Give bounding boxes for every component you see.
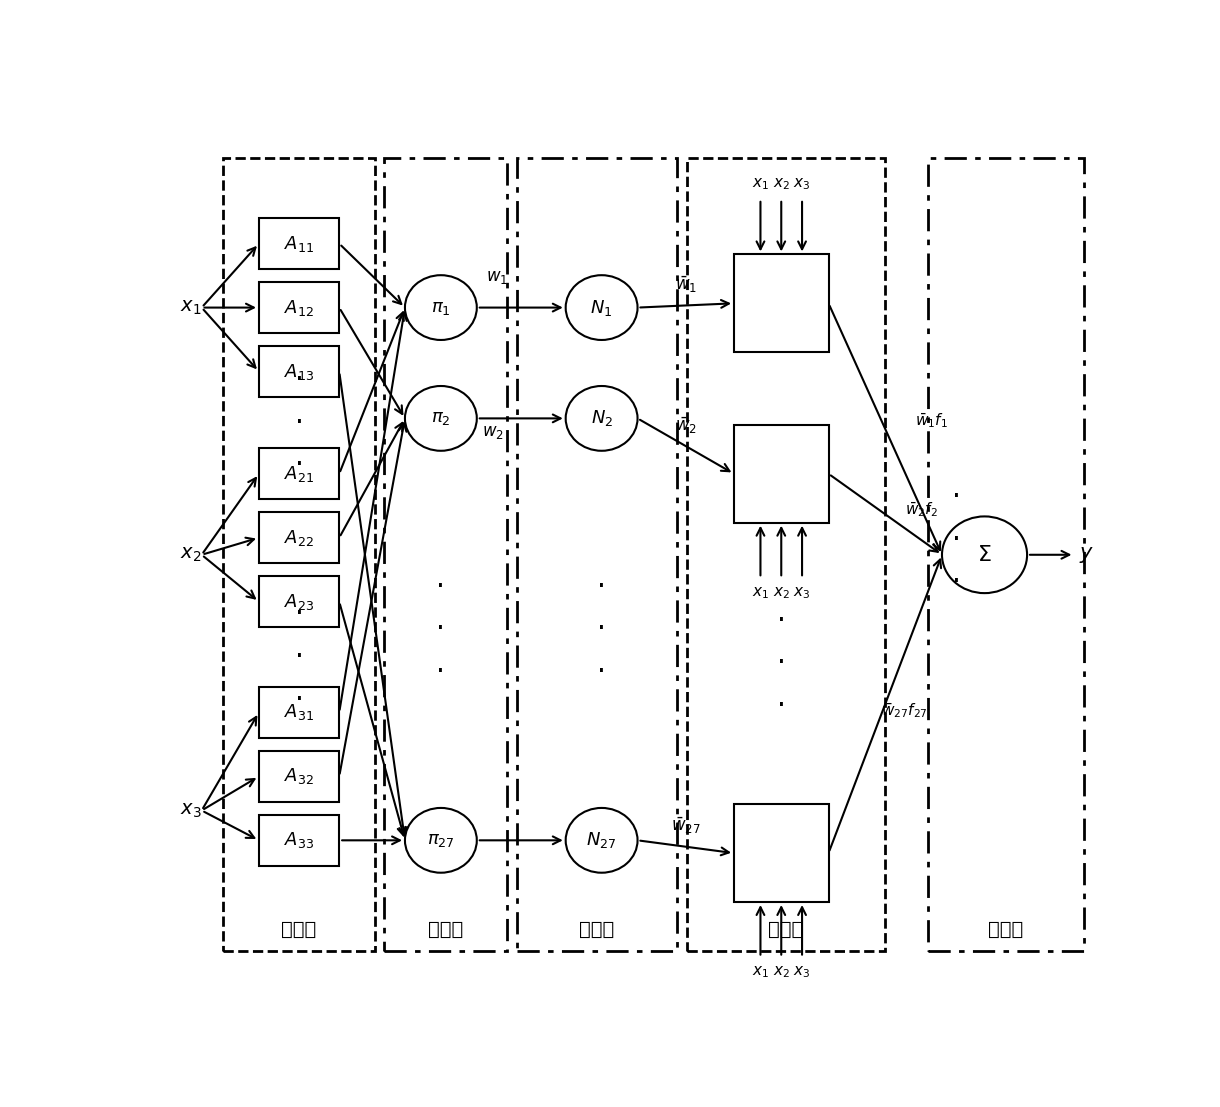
- Text: $N_{27}$: $N_{27}$: [587, 830, 617, 850]
- Circle shape: [566, 386, 638, 451]
- Text: $x_2$: $x_2$: [179, 546, 201, 565]
- Text: $x_3$: $x_3$: [179, 801, 201, 820]
- FancyBboxPatch shape: [259, 448, 339, 499]
- Text: 第一层: 第一层: [282, 920, 317, 940]
- Text: ·: ·: [294, 366, 304, 394]
- Text: ·: ·: [294, 452, 304, 479]
- FancyBboxPatch shape: [259, 686, 339, 738]
- Text: ·: ·: [777, 607, 786, 634]
- Text: $A_{11}$: $A_{11}$: [284, 234, 314, 254]
- Text: $x_1$: $x_1$: [752, 176, 769, 193]
- Text: ·: ·: [294, 600, 304, 629]
- Text: ·: ·: [597, 615, 606, 643]
- Text: 第二层: 第二层: [428, 920, 464, 940]
- Text: $A_{22}$: $A_{22}$: [284, 528, 314, 548]
- Text: ·: ·: [294, 643, 304, 671]
- Text: $x_1$: $x_1$: [752, 584, 769, 601]
- FancyBboxPatch shape: [259, 751, 339, 801]
- Text: $w_1$: $w_1$: [487, 268, 509, 287]
- Text: $x_2$: $x_2$: [772, 176, 789, 193]
- Text: $A_{23}$: $A_{23}$: [284, 591, 315, 612]
- Text: $\bar{w}_2 f_2$: $\bar{w}_2 f_2$: [905, 500, 938, 519]
- Text: $\bar{w}_1 f_1$: $\bar{w}_1 f_1$: [915, 411, 948, 430]
- Text: $\bar{w}_1$: $\bar{w}_1$: [675, 275, 697, 296]
- Circle shape: [566, 276, 638, 340]
- Text: $y$: $y$: [1080, 545, 1094, 565]
- Text: 第三层: 第三层: [580, 920, 615, 940]
- Text: $w_2$: $w_2$: [482, 423, 504, 441]
- Text: ·: ·: [952, 526, 960, 554]
- Text: ·: ·: [294, 408, 304, 436]
- Text: $\Sigma$: $\Sigma$: [977, 545, 992, 565]
- Text: $\pi_1$: $\pi_1$: [431, 299, 450, 317]
- FancyBboxPatch shape: [259, 282, 339, 333]
- Text: $x_2$: $x_2$: [772, 584, 789, 601]
- Text: $N_1$: $N_1$: [590, 298, 612, 318]
- Text: $A_{33}$: $A_{33}$: [284, 830, 315, 850]
- FancyBboxPatch shape: [734, 425, 828, 523]
- Text: $x_3$: $x_3$: [793, 964, 811, 980]
- FancyBboxPatch shape: [259, 576, 339, 628]
- Text: ·: ·: [437, 658, 445, 686]
- Text: 第五层: 第五层: [988, 920, 1024, 940]
- FancyBboxPatch shape: [259, 815, 339, 866]
- Text: ·: ·: [952, 569, 960, 597]
- FancyBboxPatch shape: [734, 255, 828, 352]
- Bar: [223, 158, 375, 951]
- Text: $N_2$: $N_2$: [590, 408, 612, 428]
- Bar: [516, 158, 677, 951]
- Bar: [927, 158, 1083, 951]
- Text: $\bar{w}_{27}$: $\bar{w}_{27}$: [671, 816, 700, 837]
- Text: ·: ·: [777, 650, 786, 677]
- FancyBboxPatch shape: [259, 513, 339, 563]
- Text: $A_{32}$: $A_{32}$: [284, 766, 314, 786]
- Text: $\bar{w}_{27} f_{27}$: $\bar{w}_{27} f_{27}$: [882, 701, 928, 720]
- Text: $x_2$: $x_2$: [772, 964, 789, 980]
- Text: ·: ·: [294, 685, 304, 714]
- Text: 第四层: 第四层: [769, 920, 804, 940]
- Text: ·: ·: [437, 572, 445, 601]
- Circle shape: [942, 516, 1027, 593]
- Circle shape: [566, 808, 638, 872]
- Bar: [384, 158, 508, 951]
- Text: ·: ·: [437, 615, 445, 643]
- Circle shape: [405, 276, 477, 340]
- Text: $x_1$: $x_1$: [752, 964, 769, 980]
- Text: $A_{12}$: $A_{12}$: [284, 298, 314, 318]
- Text: $A_{13}$: $A_{13}$: [284, 362, 315, 382]
- Text: $x_3$: $x_3$: [793, 584, 811, 601]
- Text: $\bar{w}_2$: $\bar{w}_2$: [675, 415, 697, 436]
- Circle shape: [405, 386, 477, 451]
- Bar: [687, 158, 886, 951]
- Text: $\pi_{27}$: $\pi_{27}$: [427, 831, 455, 849]
- Text: ·: ·: [777, 692, 786, 720]
- FancyBboxPatch shape: [259, 218, 339, 269]
- Text: $x_1$: $x_1$: [179, 298, 201, 317]
- Text: $A_{21}$: $A_{21}$: [284, 464, 314, 484]
- FancyBboxPatch shape: [259, 345, 339, 397]
- Text: $A_{31}$: $A_{31}$: [284, 703, 314, 723]
- Text: ·: ·: [952, 484, 960, 511]
- FancyBboxPatch shape: [734, 804, 828, 902]
- Text: ·: ·: [597, 572, 606, 601]
- Text: ·: ·: [597, 658, 606, 686]
- Circle shape: [405, 808, 477, 872]
- Text: $\pi_2$: $\pi_2$: [431, 410, 450, 427]
- Text: $x_3$: $x_3$: [793, 176, 811, 193]
